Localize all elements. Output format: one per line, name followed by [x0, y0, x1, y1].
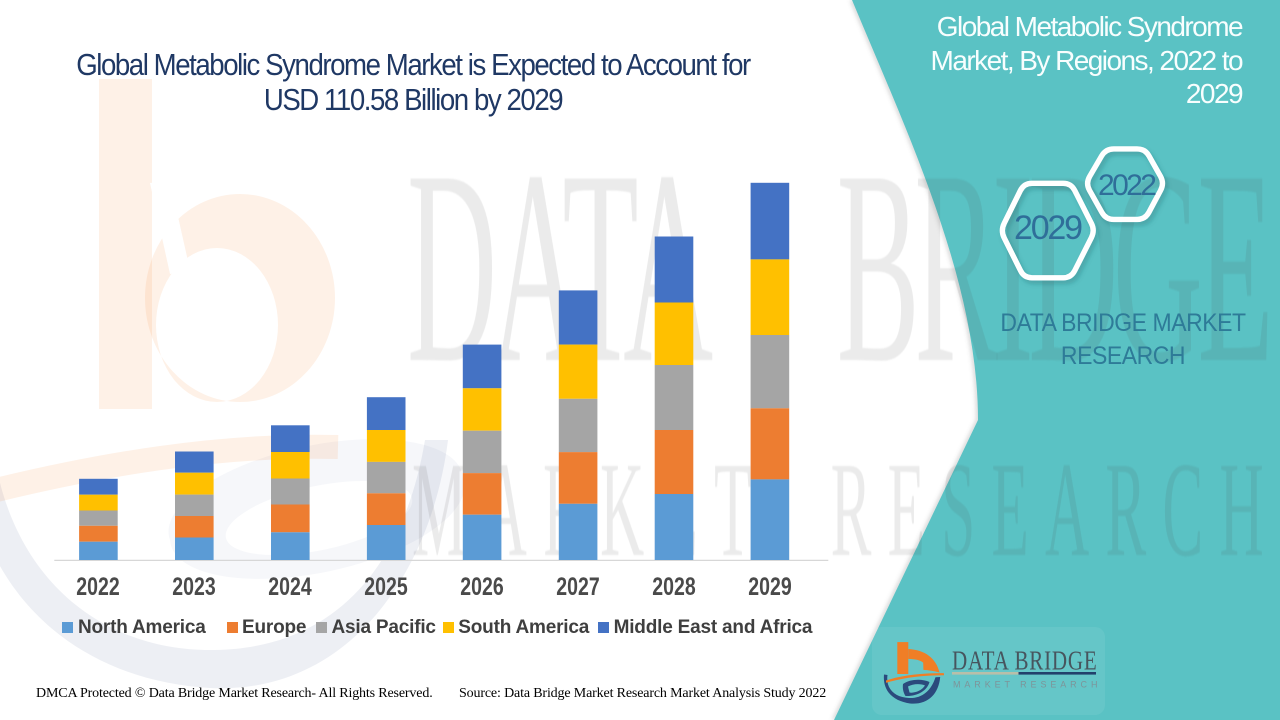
svg-text:DATA BRIDGE: DATA BRIDGE — [952, 646, 1097, 676]
svg-text:MARKET RESEARCH: MARKET RESEARCH — [953, 680, 1100, 690]
